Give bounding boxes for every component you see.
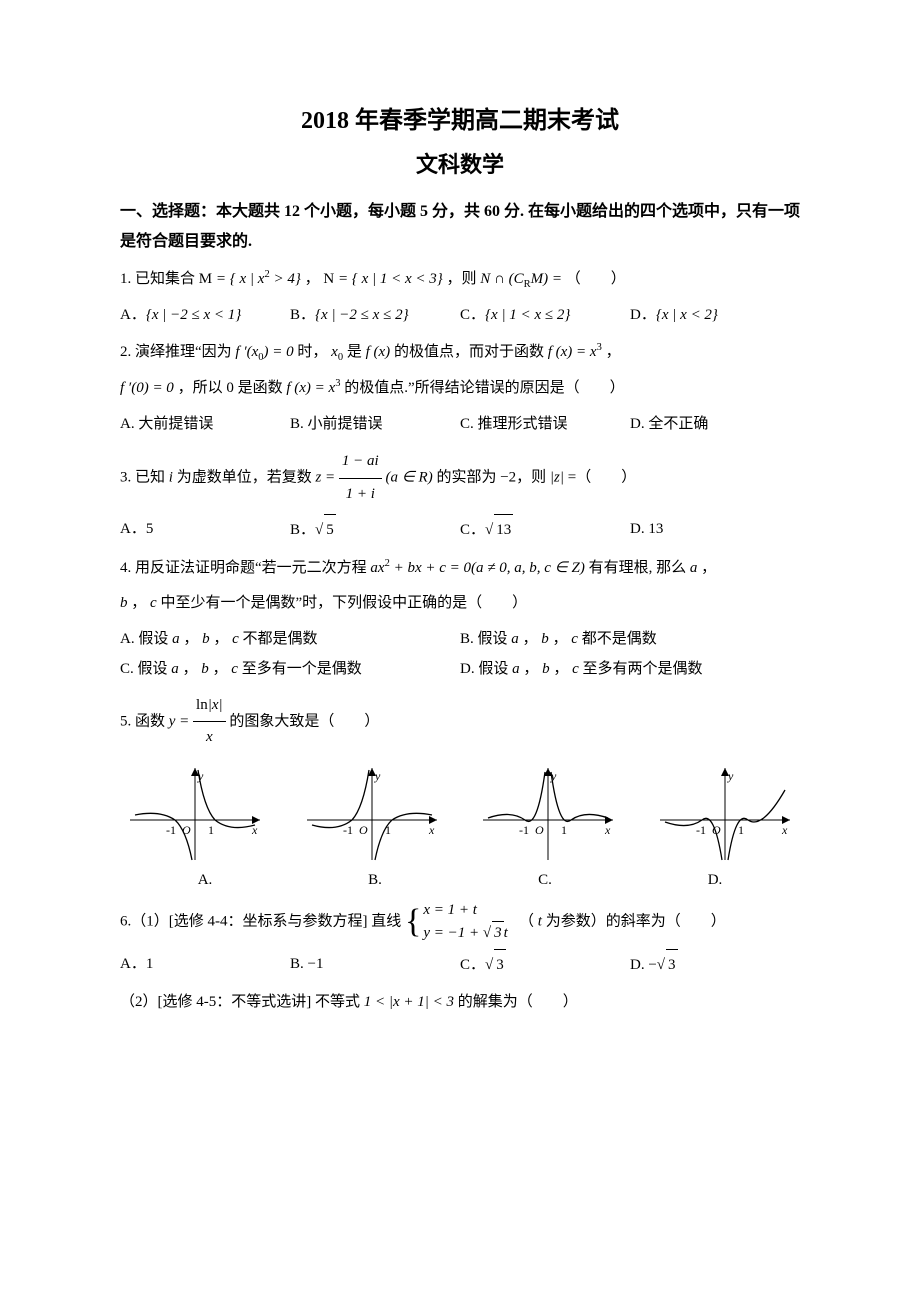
q6-1-optA: A．1 <box>120 949 290 982</box>
svg-text:-1: -1 <box>166 823 176 837</box>
q2-optC: C. 推理形式错误 <box>460 409 630 441</box>
q3-options: A．5 B．√5 C．√13 D. 13 <box>120 514 800 547</box>
q2-optA: A. 大前提错误 <box>120 409 290 441</box>
q6-line2: y = −1 + √3t <box>423 925 507 941</box>
q5-graph-A: y x -1 O 1 <box>120 760 270 870</box>
svg-text:O: O <box>535 823 544 837</box>
q4-optC: C. 假设 a ， b ， c 至多有一个是偶数 <box>120 654 460 684</box>
svg-text:1: 1 <box>561 823 567 837</box>
svg-text:1: 1 <box>208 823 214 837</box>
section-1-heading: 一、选择题：本大题共 12 个小题，每小题 5 分，共 60 分. 在每小题给出… <box>120 197 800 258</box>
exam-title: 2018 年春季学期高二期末考试 <box>120 100 800 135</box>
q5-fraction: ln|x| x <box>193 690 226 754</box>
q1-optC: C．{x | 1 < x ≤ 2} <box>460 300 630 332</box>
q6-1-optD: D. −√3 <box>630 949 800 982</box>
q2-optD: D. 全不正确 <box>630 409 800 441</box>
q1-stem: 1. 已知集合 M = { x | x2 > 4} ， N = { x | 1 … <box>120 264 800 296</box>
q2-stem-2: f ′(0) = 0 ，所以 0 是函数 f (x) = x3 的极值点.”所得… <box>120 373 800 405</box>
q1-optA: A．{x | −2 ≤ x < 1} <box>120 300 290 332</box>
q2-options: A. 大前提错误 B. 小前提错误 C. 推理形式错误 D. 全不正确 <box>120 409 800 441</box>
svg-text:x: x <box>428 823 435 837</box>
q5-graph-B: y x -1 O 1 <box>297 760 447 870</box>
q5-graph-D: y x -1 O 1 <box>650 760 800 870</box>
q5-graphs: y x -1 O 1 y x -1 O 1 y x <box>120 760 800 870</box>
q3-optD: D. 13 <box>630 514 800 547</box>
q6-1-stem: 6.（1）[选修 4-4：坐标系与参数方程] 直线 { x = 1 + t y … <box>120 899 800 945</box>
q1-mid2: ，则 <box>447 271 481 287</box>
q3-stem: 3. 已知 i 为虚数单位，若复数 z = 1 − ai 1 + i (a ∈ … <box>120 446 800 510</box>
q4-stem: 4. 用反证法证明命题“若一元二次方程 ax2 + bx + c = 0(a ≠… <box>120 553 800 585</box>
q1-end: （ ） <box>566 271 626 287</box>
q1-optB: B．{x | −2 ≤ x ≤ 2} <box>290 300 460 332</box>
q1-mid1: ， <box>305 271 324 287</box>
q1-pre: 1. 已知集合 <box>120 271 199 287</box>
svg-text:O: O <box>359 823 368 837</box>
svg-text:y: y <box>374 769 381 783</box>
subject-title: 文科数学 <box>120 147 800 179</box>
q5-stem: 5. 函数 y = ln|x| x 的图象大致是（ ） <box>120 690 800 754</box>
q4-optD: D. 假设 a ， b ， c 至多有两个是偶数 <box>460 654 800 684</box>
svg-text:-1: -1 <box>519 823 529 837</box>
q5-label-C: C. <box>460 872 630 889</box>
q4-stem-2: b ， c 中至少有一个是偶数”时，下列假设中正确的是（ ） <box>120 588 800 620</box>
q6-1-optB: B. −1 <box>290 949 460 982</box>
q5-graph-labels: A. B. C. D. <box>120 872 800 889</box>
q2-optB: B. 小前提错误 <box>290 409 460 441</box>
q6-1-options: A．1 B. −1 C．√3 D. −√3 <box>120 949 800 982</box>
q1-optD: D．{x | x < 2} <box>630 300 800 332</box>
svg-text:x: x <box>781 823 788 837</box>
q6-2-stem: （2）[选修 4-5：不等式选讲] 不等式 1 < |x + 1| < 3 的解… <box>120 987 800 1019</box>
svg-text:O: O <box>182 823 191 837</box>
q5-label-B: B. <box>290 872 460 889</box>
q5-graph-C: y x -1 O 1 <box>473 760 623 870</box>
q3-fraction: 1 − ai 1 + i <box>339 446 382 510</box>
svg-text:y: y <box>727 769 734 783</box>
q2-stem: 2. 演绎推理“因为 f ′(x0) = 0 时， x0 是 f (x) 的极值… <box>120 337 800 369</box>
q4-optA: A. 假设 a ， b ， c 不都是偶数 <box>120 624 460 654</box>
svg-text:-1: -1 <box>696 823 706 837</box>
svg-text:1: 1 <box>738 823 744 837</box>
q1-options: A．{x | −2 ≤ x < 1} B．{x | −2 ≤ x ≤ 2} C．… <box>120 300 800 332</box>
q5-label-D: D. <box>630 872 800 889</box>
q6-1-optC: C．√3 <box>460 949 630 982</box>
q3-optC: C．√13 <box>460 514 630 547</box>
q3-optA: A．5 <box>120 514 290 547</box>
q3-optB: B．√5 <box>290 514 460 547</box>
q4-optB: B. 假设 a ， b ， c 都不是偶数 <box>460 624 800 654</box>
q5-label-A: A. <box>120 872 290 889</box>
q4-options: A. 假设 a ， b ， c 不都是偶数 B. 假设 a ， b ， c 都不… <box>120 624 800 684</box>
q6-line1: x = 1 + t <box>423 902 477 918</box>
svg-text:x: x <box>604 823 611 837</box>
